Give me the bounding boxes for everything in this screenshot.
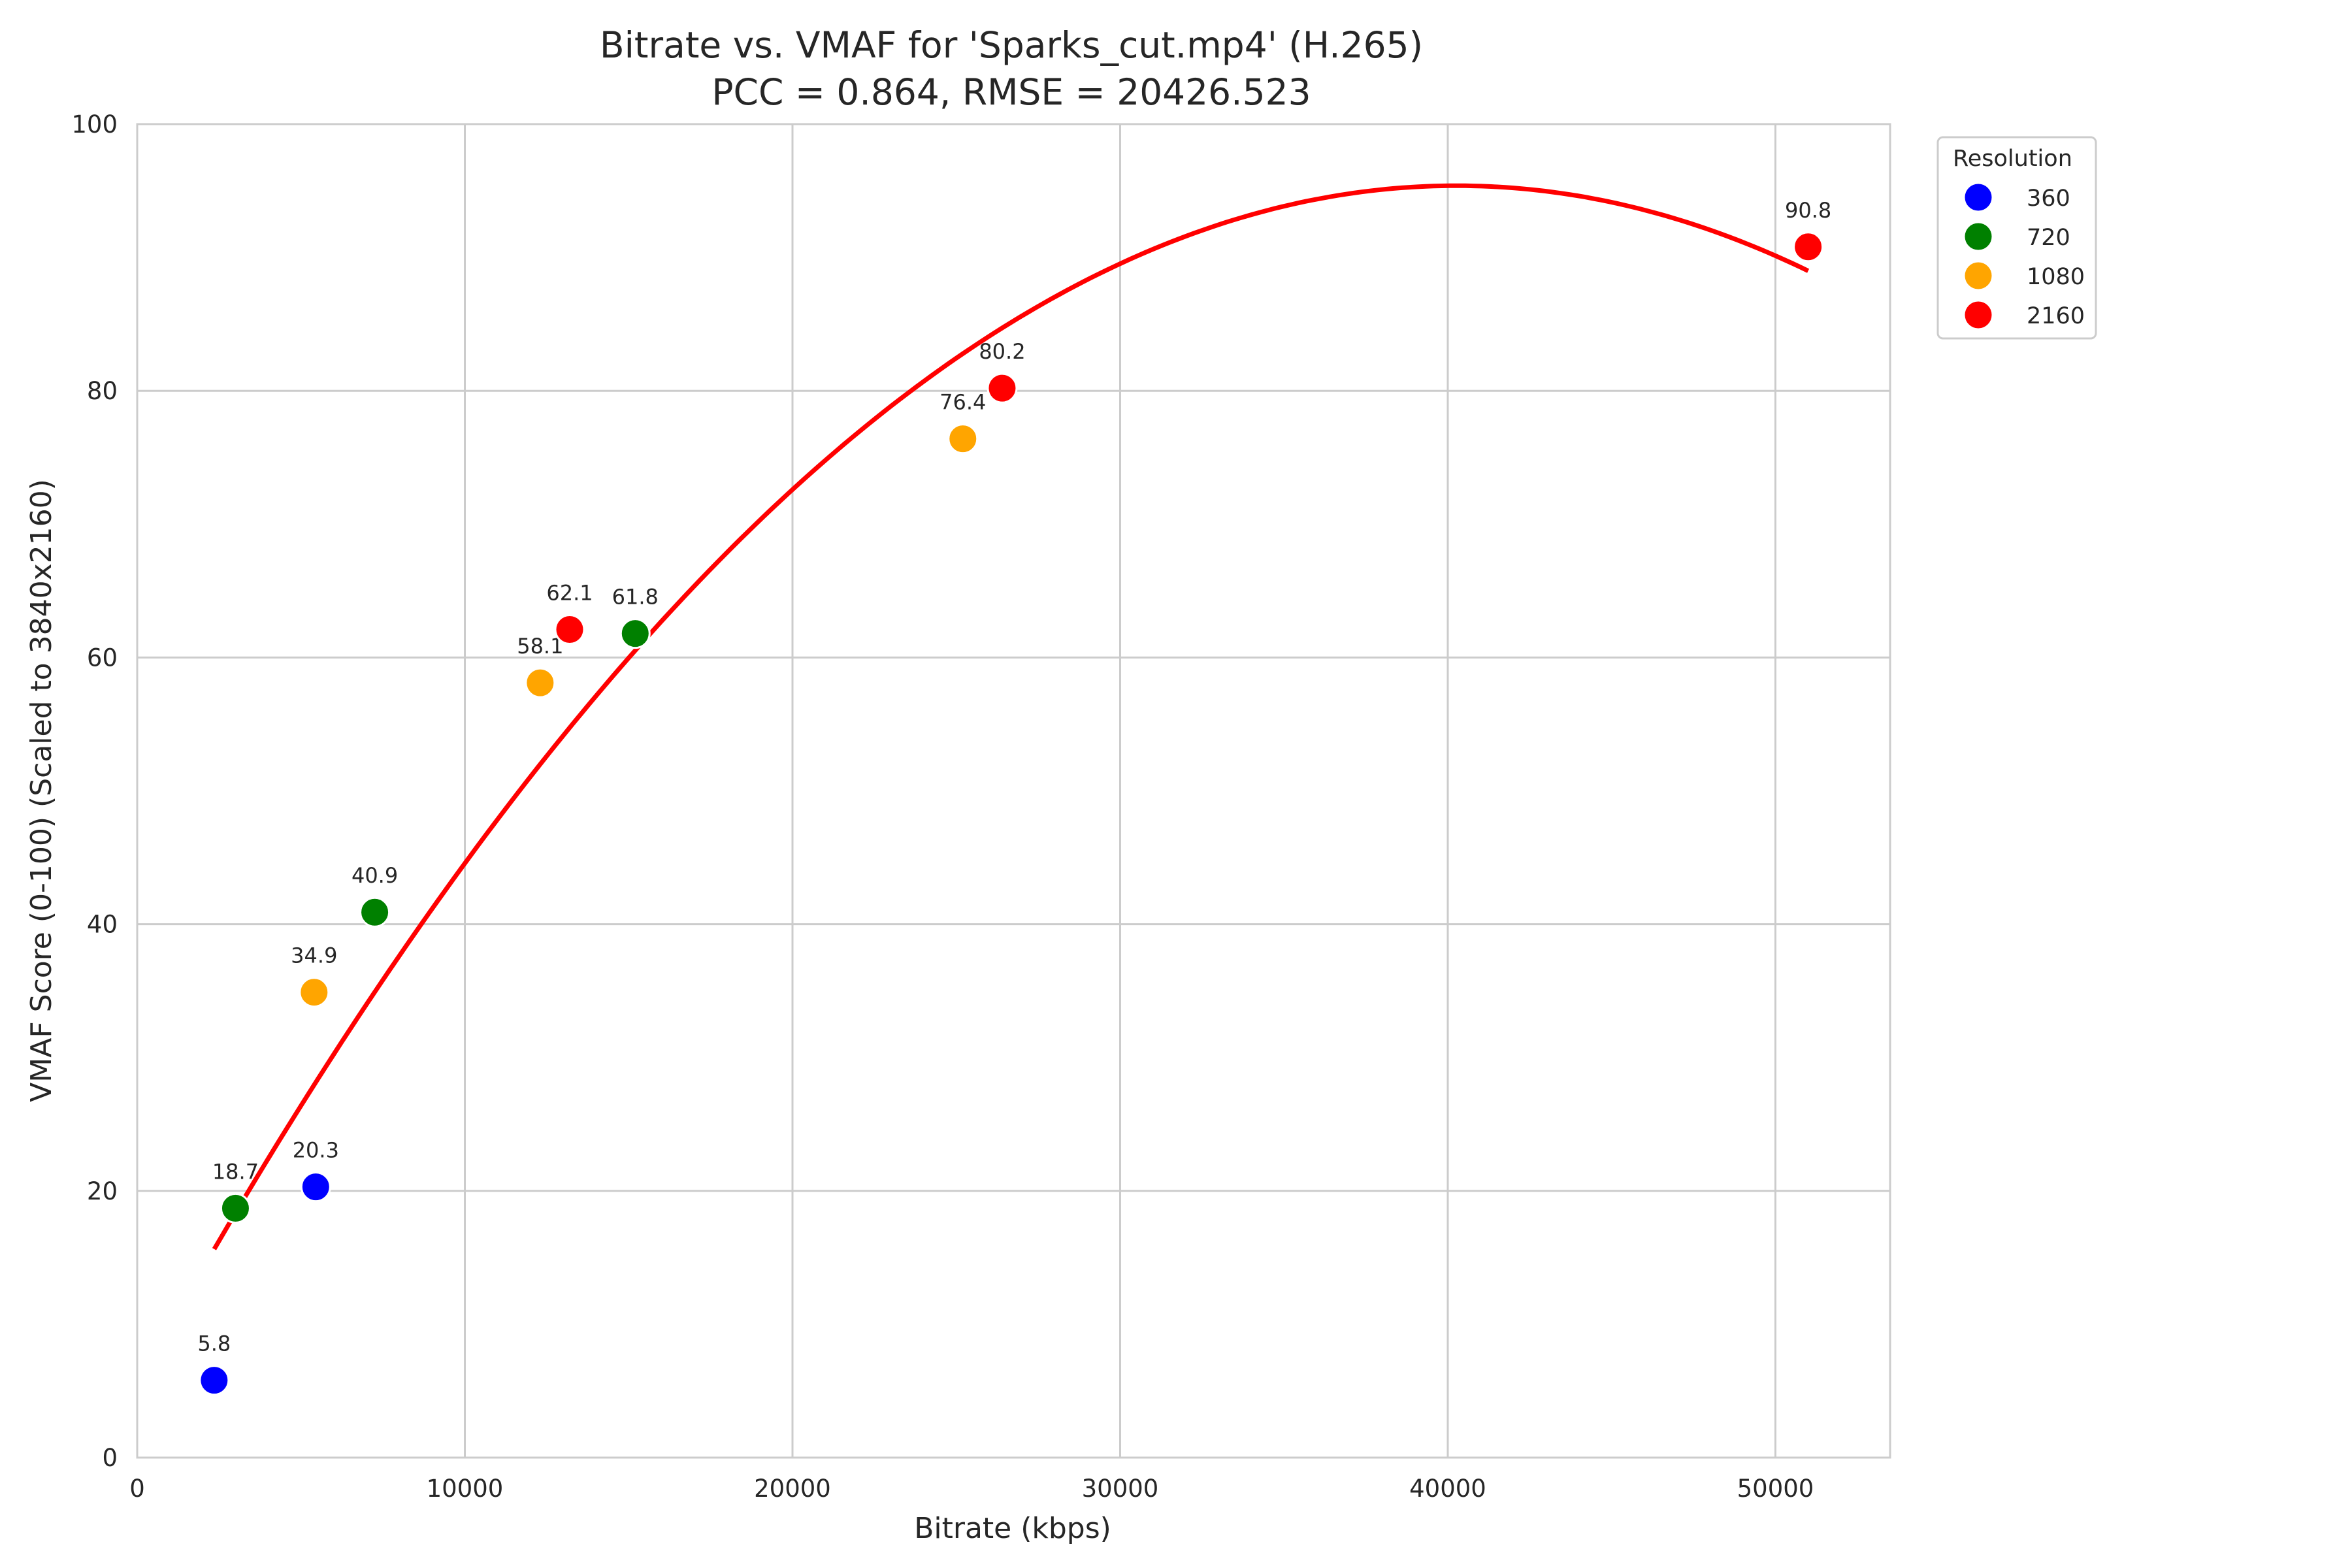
- data-point-1080: [299, 977, 330, 1008]
- data-point-720: [619, 618, 651, 649]
- data-label: 5.8: [197, 1331, 231, 1356]
- x-tick-label: 50000: [1737, 1475, 1814, 1503]
- legend-label-360: 360: [2027, 186, 2070, 212]
- x-axis-label: Bitrate (kbps): [914, 1512, 1111, 1545]
- data-point-360: [199, 1365, 230, 1396]
- data-label: 76.4: [939, 390, 986, 415]
- data-point-2160: [987, 372, 1018, 404]
- y-tick-label: 60: [87, 644, 118, 672]
- data-point-1080: [947, 423, 979, 455]
- y-tick-label: 20: [87, 1177, 118, 1205]
- y-tick-label: 0: [102, 1444, 118, 1472]
- data-point-360: [300, 1171, 331, 1203]
- x-tick-label: 0: [129, 1475, 145, 1503]
- legend-items: 360 720 1080 2160: [1963, 182, 2085, 331]
- data-point-1080: [525, 667, 556, 698]
- legend-marker-1080: [1963, 260, 1994, 291]
- data-point-2160: [1793, 231, 1824, 263]
- data-label: 18.7: [212, 1159, 259, 1184]
- data-label: 61.8: [612, 585, 659, 610]
- data-point-2160: [554, 614, 585, 645]
- x-tick-label: 30000: [1082, 1475, 1159, 1503]
- y-tick-label: 40: [87, 911, 118, 939]
- data-label: 40.9: [351, 863, 398, 888]
- legend-title: Resolution: [1953, 146, 2072, 172]
- x-tick-label: 40000: [1409, 1475, 1486, 1503]
- data-label: 58.1: [517, 634, 563, 659]
- data-label: 20.3: [293, 1138, 339, 1163]
- data-point-720: [220, 1192, 251, 1224]
- data-point-720: [359, 896, 391, 928]
- y-tick-label: 80: [87, 377, 118, 405]
- legend-marker-2160: [1963, 299, 1994, 331]
- data-label: 34.9: [291, 943, 337, 968]
- legend-label-2160: 2160: [2027, 303, 2085, 329]
- y-axis-label: VMAF Score (0-100) (Scaled to 3840x2160): [25, 479, 58, 1102]
- chart-title: Bitrate vs. VMAF for 'Sparks_cut.mp4' (H…: [600, 24, 1423, 66]
- chart-subtitle: PCC = 0.864, RMSE = 20426.523: [711, 71, 1311, 113]
- legend-marker-360: [1963, 182, 1994, 213]
- data-label: 62.1: [546, 581, 593, 606]
- data-points: 5.8 20.3 18.7 40.9 61.8 34.9 58.1 76.4 62.1 80.2 9…: [197, 198, 1831, 1396]
- y-tick-label: 100: [71, 110, 118, 139]
- tick-labels: 0 10000 20000 30000 40000 50000 0 20 40 60 80 100: [71, 110, 1814, 1503]
- data-label: 90.8: [1785, 198, 1831, 223]
- x-tick-label: 20000: [754, 1475, 831, 1503]
- plot-frame: [136, 123, 1891, 1459]
- plot-area: [137, 124, 1890, 1458]
- legend-label-1080: 1080: [2027, 264, 2085, 290]
- legend-label-720: 720: [2027, 225, 2070, 251]
- legend-marker-720: [1963, 221, 1994, 252]
- fit-curve: [212, 183, 1810, 1250]
- legend: Resolution 360 720 1080 2160: [1936, 136, 2097, 340]
- x-tick-label: 10000: [427, 1475, 504, 1503]
- data-label: 80.2: [979, 339, 1025, 364]
